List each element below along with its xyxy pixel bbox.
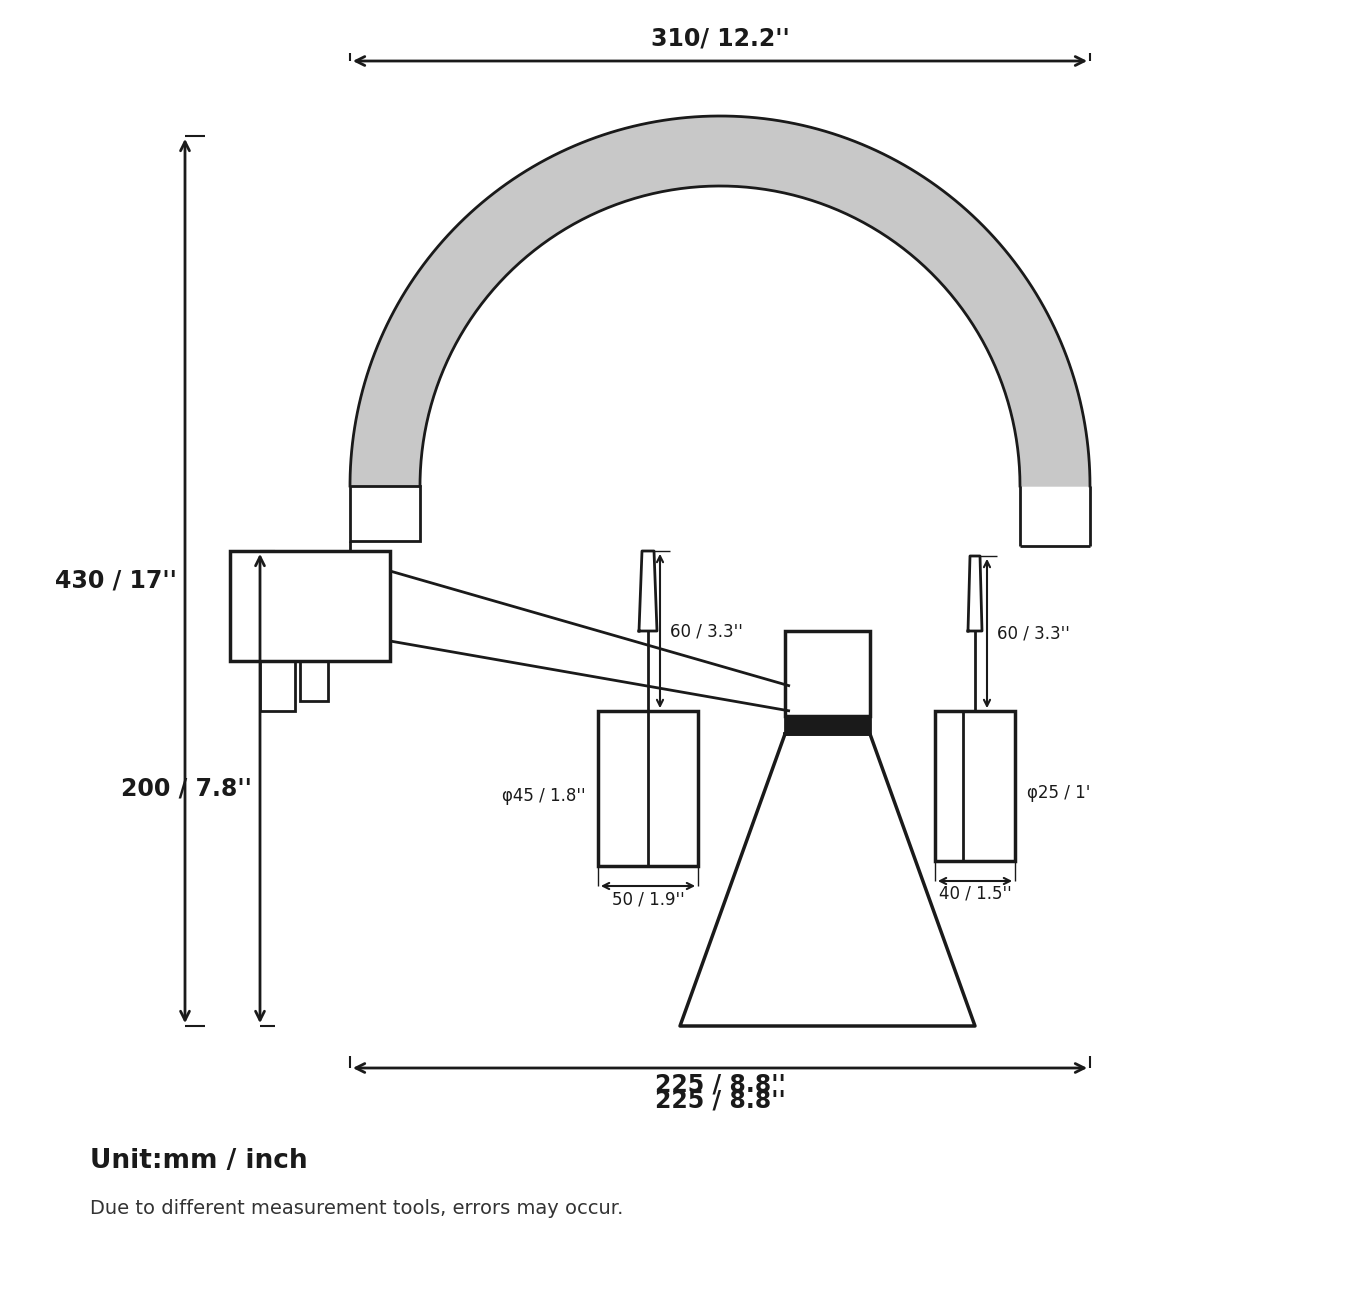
- Text: Due to different measurement tools, errors may occur.: Due to different measurement tools, erro…: [91, 1199, 623, 1217]
- Text: φ45 / 1.8'': φ45 / 1.8'': [503, 787, 585, 805]
- Text: Unit:mm / inch: Unit:mm / inch: [91, 1148, 308, 1174]
- Text: 225 / 8.8'': 225 / 8.8'': [654, 1073, 786, 1096]
- Polygon shape: [639, 551, 657, 630]
- Text: 200 / 7.8'': 200 / 7.8'': [122, 776, 251, 800]
- Bar: [786, 630, 869, 716]
- Text: 310/ 12.2'': 310/ 12.2'': [650, 28, 790, 51]
- Polygon shape: [968, 555, 982, 630]
- Polygon shape: [680, 734, 975, 1026]
- Text: 50 / 1.9'': 50 / 1.9'': [611, 890, 684, 908]
- Polygon shape: [350, 116, 1090, 486]
- Bar: [936, 711, 1015, 861]
- Bar: [230, 551, 389, 661]
- Bar: [786, 716, 869, 734]
- Text: 60 / 3.3'': 60 / 3.3'': [671, 622, 742, 640]
- Bar: [598, 711, 698, 866]
- Text: 40 / 1.5'': 40 / 1.5'': [938, 884, 1011, 903]
- Text: 225 / 8.8'': 225 / 8.8'': [654, 1088, 786, 1112]
- Text: φ25 / 1': φ25 / 1': [1028, 784, 1090, 803]
- Text: 60 / 3.3'': 60 / 3.3'': [996, 625, 1069, 642]
- Bar: [260, 661, 295, 711]
- Text: 430 / 17'': 430 / 17'': [55, 569, 177, 594]
- Bar: [350, 486, 420, 541]
- Bar: [300, 661, 329, 701]
